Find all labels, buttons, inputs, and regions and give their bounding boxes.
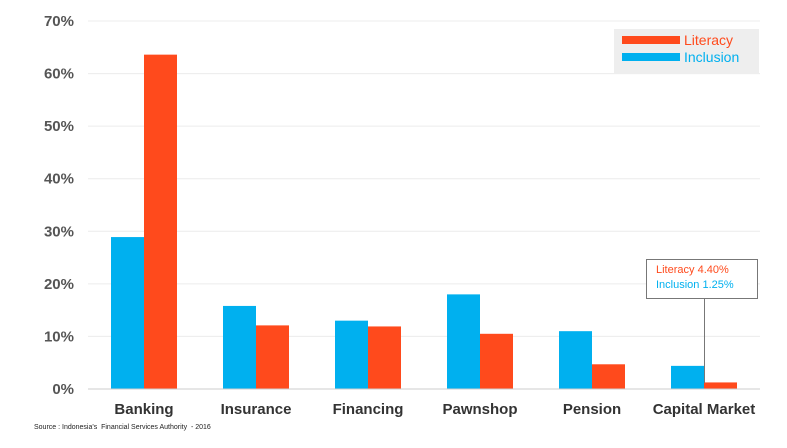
category-label: Pawnshop — [442, 401, 517, 418]
category-label: Pension — [563, 401, 621, 418]
bar-inclusion-capital-market — [671, 365, 704, 389]
y-tick-label: 50% — [44, 118, 74, 135]
bar-inclusion-insurance — [223, 305, 256, 389]
bar-inclusion-pawnshop — [447, 294, 480, 389]
gridlines — [88, 20, 760, 337]
bar-literacy-banking — [144, 54, 177, 389]
category-label: Capital Market — [653, 401, 756, 418]
y-tick-label: 30% — [44, 223, 74, 240]
bar-inclusion-banking — [111, 237, 144, 389]
legend-label: Literacy — [684, 32, 733, 48]
callout-literacy: Literacy 4.40% — [656, 264, 729, 276]
category-label: Financing — [333, 401, 404, 418]
y-tick-label: 70% — [44, 13, 74, 30]
y-tick-label: 20% — [44, 276, 74, 293]
y-axis-ticks: 0% 10% 20% 30% 40% 50% 60% 70% — [44, 13, 74, 398]
capital-market-callout: Literacy 4.40% Inclusion 1.25% — [646, 259, 758, 299]
bar-inclusion-pension — [559, 331, 592, 389]
bars — [111, 54, 737, 389]
bar-literacy-pension — [592, 364, 625, 389]
y-tick-label: 10% — [44, 328, 74, 345]
bar-literacy-insurance — [256, 325, 289, 389]
bar-chart: 0% 10% 20% 30% 40% 50% 60% 70% Banking Insurance… — [44, 13, 760, 418]
y-tick-label: 60% — [44, 66, 74, 83]
legend-swatch-inclusion — [622, 53, 680, 61]
x-axis-categories: Banking Insurance Financing Pawnshop Pension… — [114, 401, 755, 418]
y-tick-label: 40% — [44, 171, 74, 188]
callout-inclusion: Inclusion 1.25% — [656, 279, 734, 291]
legend-label: Inclusion — [684, 49, 739, 65]
bar-inclusion-financing — [335, 320, 368, 389]
source-note: Source : Indonesia's Financial Services … — [34, 424, 211, 431]
category-label: Insurance — [221, 401, 292, 418]
bar-literacy-financing — [368, 326, 401, 389]
category-label: Banking — [114, 401, 173, 418]
callout-leader-line — [704, 299, 705, 383]
bar-literacy-pawnshop — [480, 333, 513, 389]
legend-swatch-literacy — [622, 36, 680, 44]
y-tick-label: 0% — [52, 381, 74, 398]
bar-literacy-capital-market — [704, 382, 737, 389]
